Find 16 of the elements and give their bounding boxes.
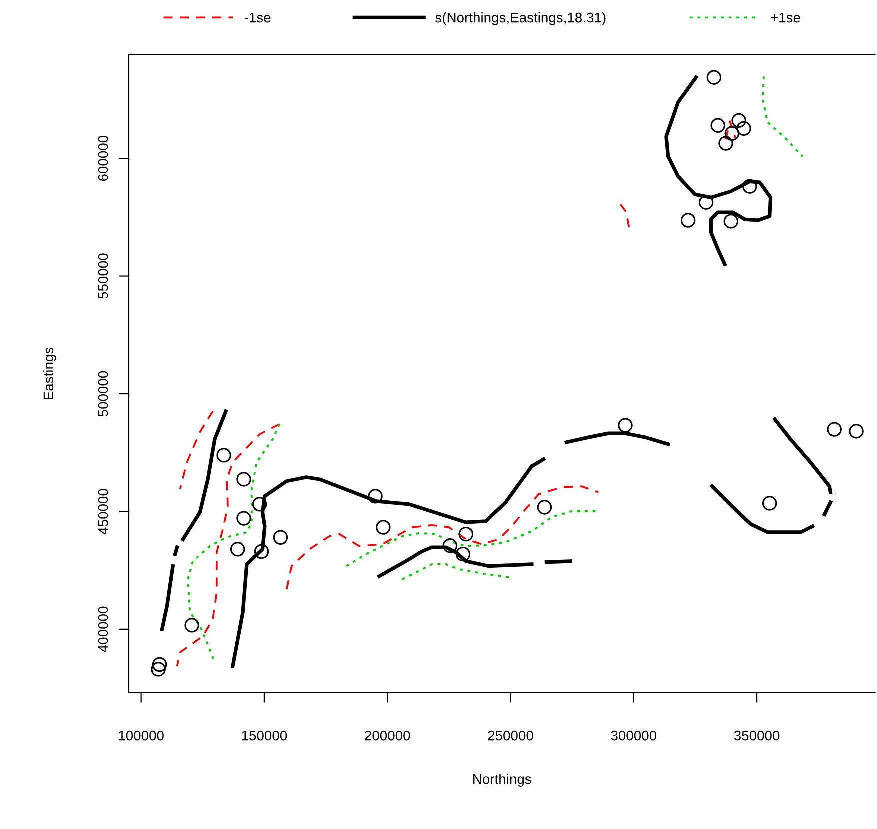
- x-tick-label: 300000: [611, 730, 657, 741]
- x-tick-label: 200000: [365, 730, 410, 741]
- y-tick-label: 600000: [98, 136, 108, 182]
- y-tick-label: 550000: [98, 254, 108, 299]
- x-tick-label: 100000: [119, 730, 164, 741]
- legend-label: +1se: [771, 13, 800, 23]
- legend-label: s(Northings,Eastings,18.31): [436, 12, 606, 26]
- x-tick-label: 150000: [242, 730, 288, 741]
- legend-label: -1se: [244, 13, 271, 23]
- x-tick-label: 250000: [488, 730, 534, 741]
- y-tick-label: 400000: [98, 606, 108, 652]
- y-axis-title: Eastings: [43, 348, 56, 400]
- y-tick-label: 500000: [98, 371, 108, 417]
- x-tick-label: 350000: [734, 730, 780, 741]
- x-axis-title: Northings: [474, 774, 532, 787]
- y-tick-label: 450000: [98, 489, 108, 535]
